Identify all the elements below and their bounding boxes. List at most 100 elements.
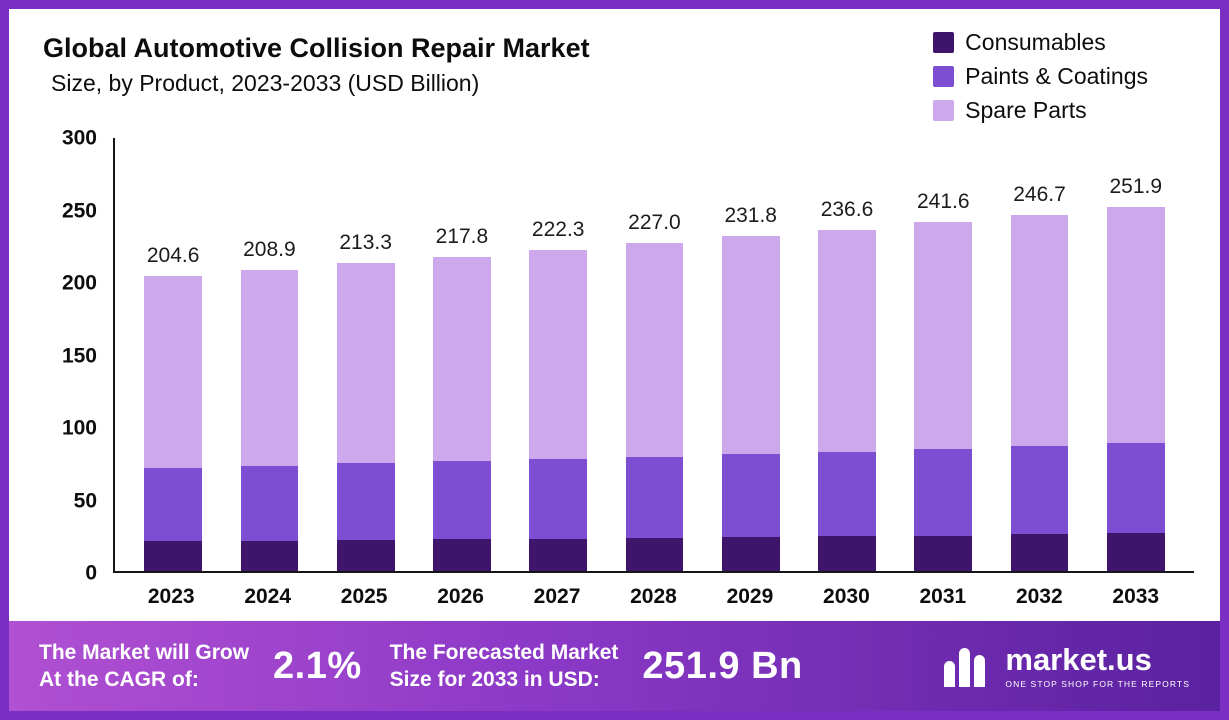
legend-label: Paints & Coatings bbox=[965, 63, 1148, 89]
bar-total-label: 227.0 bbox=[628, 211, 681, 235]
legend-label: Spare Parts bbox=[965, 97, 1087, 123]
bar-total-label: 204.6 bbox=[146, 243, 200, 267]
cagr-value: 2.1% bbox=[273, 644, 362, 687]
cagr-label: The Market will Grow At the CAGR of: bbox=[39, 639, 249, 694]
bar-segment-paints-coatings bbox=[144, 467, 202, 542]
brand-logo: market.us ONE STOP SHOP FOR THE REPORTS bbox=[942, 644, 1190, 689]
legend-item-paints-coatings: Paints & Coatings bbox=[933, 63, 1148, 90]
y-tick-label: 250 bbox=[61, 199, 97, 222]
y-tick-label: 300 bbox=[61, 126, 97, 150]
y-tick-label: 200 bbox=[61, 271, 97, 295]
chart-subtitle: Size, by Product, 2023-2033 (USD Billion… bbox=[51, 70, 480, 96]
bar-total-label: 231.8 bbox=[724, 204, 777, 228]
bar-2033: 251.9 bbox=[1088, 138, 1184, 571]
bar-total-label: 213.3 bbox=[339, 231, 392, 255]
bar-stack bbox=[625, 138, 684, 571]
legend-swatch-icon bbox=[933, 100, 955, 121]
bar-segment-spare-parts bbox=[433, 256, 491, 462]
bar-segment-paints-coatings bbox=[336, 463, 395, 540]
bar-segment-paints-coatings bbox=[721, 454, 780, 538]
bar-stack bbox=[1106, 138, 1165, 571]
bar-segment-paints-coatings bbox=[1010, 446, 1069, 535]
chart-header: Global Automotive Collision Repair Marke… bbox=[35, 23, 1194, 124]
x-tick-label: 2032 bbox=[1015, 585, 1063, 608]
x-tick-label: 2026 bbox=[437, 585, 484, 608]
bar-stack bbox=[1010, 138, 1069, 571]
bar-stack bbox=[721, 138, 780, 571]
bar-segment-paints-coatings bbox=[433, 461, 491, 540]
bar-segment-spare-parts bbox=[1106, 207, 1165, 444]
bar-segment-spare-parts bbox=[818, 229, 876, 452]
bar-2032: 246.7 bbox=[991, 138, 1087, 571]
bar-stack bbox=[240, 138, 299, 571]
y-tick-label: 50 bbox=[73, 489, 97, 513]
legend-label: Consumables bbox=[965, 29, 1106, 55]
y-tick-label: 100 bbox=[61, 416, 97, 440]
bar-total-label: 251.9 bbox=[1109, 175, 1163, 199]
forecast-label-line2: Size for 2033 in USD: bbox=[389, 668, 600, 691]
bar-2031: 241.6 bbox=[895, 138, 991, 571]
chart-card: Global Automotive Collision Repair Marke… bbox=[9, 9, 1220, 621]
bar-segment-consumables bbox=[914, 535, 973, 571]
plot-area: 204.6 208.9 213.3 217.8 222.3 227.0 231.8 236.6… bbox=[113, 138, 1194, 573]
bar-total-label: 241.6 bbox=[916, 190, 970, 214]
bar-segment-paints-coatings bbox=[818, 451, 876, 537]
legend-item-consumables: Consumables bbox=[933, 29, 1148, 56]
bar-stack bbox=[433, 138, 491, 571]
bar-segment-paints-coatings bbox=[240, 465, 299, 541]
bar-2030: 236.6 bbox=[799, 138, 895, 571]
bar-segment-consumables bbox=[1106, 533, 1165, 571]
x-tick-label: 2025 bbox=[340, 585, 388, 608]
y-axis: 0 50 100 150 200 250 300 bbox=[35, 128, 113, 584]
bar-segment-consumables bbox=[144, 541, 202, 571]
bar-total-label: 236.6 bbox=[820, 197, 874, 221]
bar-segment-spare-parts bbox=[914, 222, 973, 450]
x-tick-label: 2031 bbox=[919, 585, 967, 608]
bar-2028: 227.0 bbox=[606, 138, 702, 571]
bar-stack bbox=[336, 138, 395, 571]
bar-segment-consumables bbox=[818, 536, 876, 571]
x-tick-label: 2033 bbox=[1112, 585, 1160, 608]
bar-segment-consumables bbox=[336, 539, 395, 571]
bar-segment-paints-coatings bbox=[529, 459, 588, 539]
bar-segment-consumables bbox=[529, 538, 588, 571]
brand-name: market.us bbox=[1005, 641, 1152, 677]
bar-segment-spare-parts bbox=[144, 275, 202, 468]
bar-2027: 222.3 bbox=[510, 138, 606, 571]
bar-segment-spare-parts bbox=[336, 263, 395, 464]
x-tick-label: 2027 bbox=[533, 585, 581, 608]
bar-2023: 204.6 bbox=[125, 138, 221, 571]
x-tick-label: 2029 bbox=[726, 585, 774, 608]
y-tick-label: 150 bbox=[61, 344, 97, 367]
title-block: Global Automotive Collision Repair Marke… bbox=[35, 23, 590, 97]
market-us-icon bbox=[944, 648, 986, 687]
legend-swatch-icon bbox=[933, 32, 955, 53]
legend: Consumables Paints & Coatings Spare Parts bbox=[933, 29, 1148, 124]
x-tick-label: 2030 bbox=[823, 585, 870, 608]
bar-2025: 213.3 bbox=[318, 138, 414, 571]
bar-segment-spare-parts bbox=[721, 236, 780, 455]
bar-stack bbox=[144, 138, 202, 571]
bar-segment-spare-parts bbox=[529, 250, 588, 460]
bar-segment-spare-parts bbox=[625, 243, 684, 457]
bar-segment-spare-parts bbox=[240, 269, 299, 466]
bar-total-label: 217.8 bbox=[435, 224, 489, 248]
footer-banner: The Market will Grow At the CAGR of: 2.1… bbox=[9, 621, 1220, 711]
bar-segment-paints-coatings bbox=[1106, 443, 1165, 534]
x-tick-label: 2024 bbox=[244, 585, 292, 608]
legend-swatch-icon bbox=[933, 66, 955, 87]
bar-stack bbox=[529, 138, 588, 571]
bar-stack bbox=[914, 138, 973, 571]
bar-segment-consumables bbox=[240, 540, 299, 571]
forecast-label: The Forecasted Market Size for 2033 in U… bbox=[390, 639, 619, 694]
bar-segment-consumables bbox=[721, 537, 780, 571]
legend-item-spare-parts: Spare Parts bbox=[933, 97, 1148, 124]
cagr-label-line1: The Market will Grow bbox=[39, 640, 250, 664]
chart-title: Global Automotive Collision Repair Marke… bbox=[43, 33, 590, 63]
forecast-value: 251.9 Bn bbox=[642, 644, 803, 687]
brand-tagline: ONE STOP SHOP FOR THE REPORTS bbox=[1005, 678, 1190, 689]
bar-2026: 217.8 bbox=[414, 138, 510, 571]
bar-stack bbox=[818, 138, 876, 571]
brand-text: market.us ONE STOP SHOP FOR THE REPORTS bbox=[1005, 644, 1190, 689]
